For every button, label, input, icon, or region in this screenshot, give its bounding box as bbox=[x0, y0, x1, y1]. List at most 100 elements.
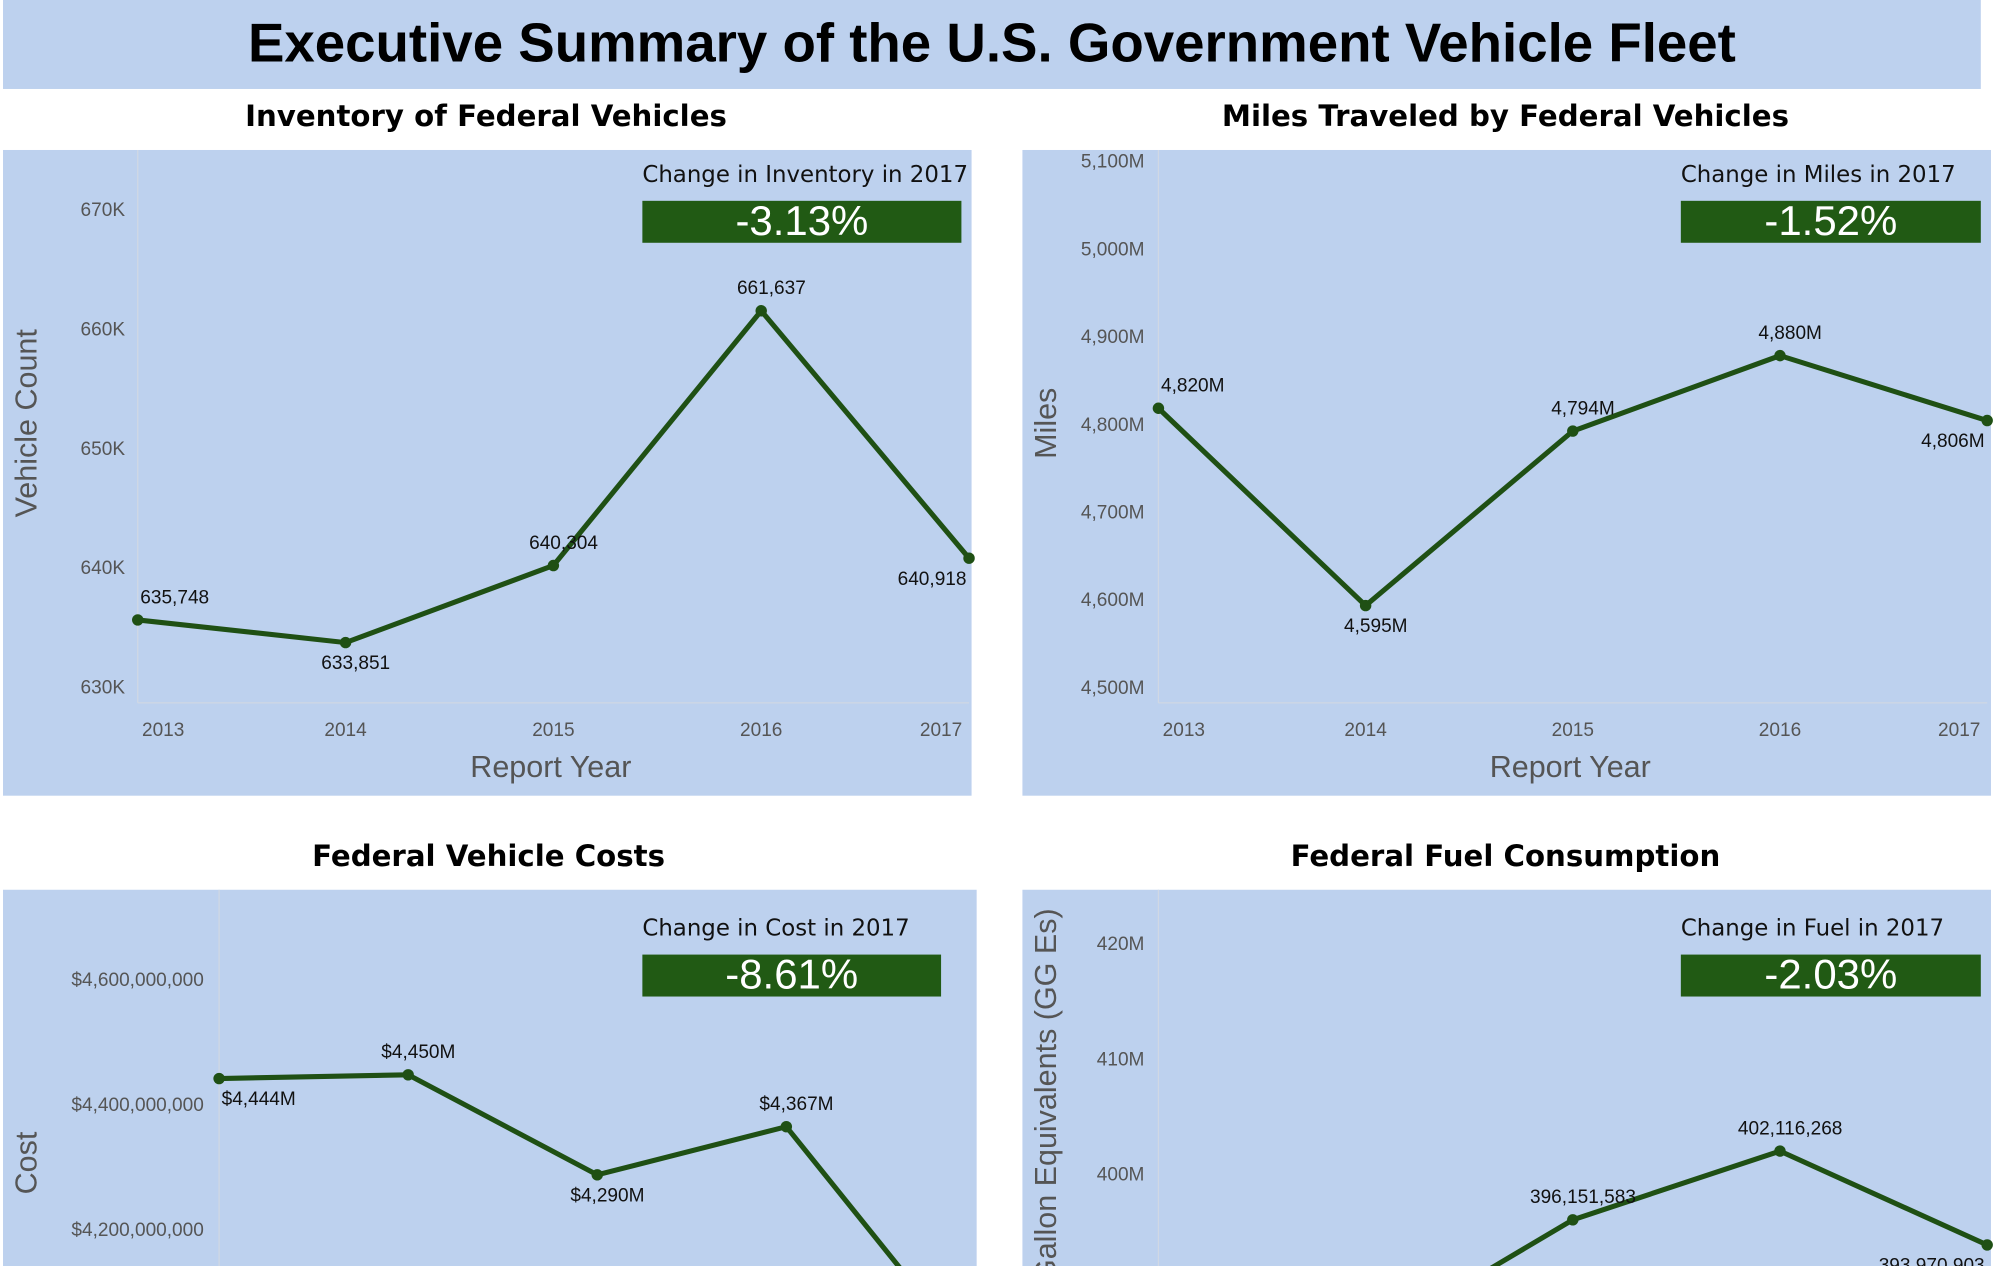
data-point bbox=[780, 1120, 793, 1133]
value-label: 4,806M bbox=[1921, 431, 1985, 452]
value-label: 396,151,583 bbox=[1530, 1187, 1636, 1208]
value-label: 635,748 bbox=[140, 587, 209, 608]
x-tick-label: 2014 bbox=[1344, 720, 1387, 741]
data-point bbox=[755, 305, 767, 317]
y-tick-label: $4,600,000,000 bbox=[71, 970, 203, 991]
value-label: $4,290M bbox=[570, 1185, 644, 1206]
y-axis-title-group: Miles bbox=[1029, 388, 1063, 459]
y-tick-label: 400M bbox=[1097, 1164, 1145, 1185]
value-label: 4,820M bbox=[1161, 376, 1225, 397]
page-title: Executive Summary of the U.S. Government… bbox=[248, 12, 1736, 73]
y-axis-title-group: Gallon Equivalents (GG Es) bbox=[1029, 908, 1063, 1266]
plot-layer: 4,820M 4,595M 4,794M 4,880M 4,806M bbox=[1152, 323, 1993, 637]
y-tick-label: 650K bbox=[81, 439, 126, 460]
y-tick-label: 4,900M bbox=[1081, 327, 1145, 348]
chart-title: Federal Fuel Consumption bbox=[1291, 839, 1721, 873]
header-band bbox=[3, 0, 1981, 89]
y-tick-label: 410M bbox=[1097, 1049, 1145, 1070]
annotation-box bbox=[642, 954, 942, 997]
annotation-value: -2.03% bbox=[1764, 951, 1897, 998]
y-tick-label: 420M bbox=[1097, 934, 1145, 955]
y-axis-title: Miles bbox=[1029, 388, 1063, 459]
chart-panel: Inventory of Federal Vehicles 630K 640K 650… bbox=[3, 99, 975, 796]
plot-layer: 396,151,583 402,116,268 393,970,903 bbox=[1489, 1119, 1993, 1266]
data-point bbox=[1774, 1145, 1786, 1157]
chart-panel: Federal Vehicle Costs $4,200,000,000 $4,40… bbox=[3, 839, 977, 1266]
plot-background bbox=[3, 889, 977, 1266]
x-tick-label: 2015 bbox=[532, 720, 574, 741]
y-tick-label: 5,100M bbox=[1081, 152, 1145, 173]
value-label: $4,444M bbox=[222, 1089, 296, 1110]
data-point bbox=[1567, 1214, 1579, 1226]
x-tick-label: 2017 bbox=[1938, 720, 1980, 741]
annotation-label: Change in Inventory in 2017 bbox=[642, 162, 968, 188]
data-point bbox=[591, 1169, 603, 1181]
data-point bbox=[1774, 349, 1786, 362]
y-axis-title: Vehicle Count bbox=[9, 329, 43, 518]
data-point bbox=[132, 614, 144, 626]
data-point bbox=[1981, 1239, 1993, 1251]
annotation-box bbox=[1680, 954, 1981, 997]
x-tick-label: 2016 bbox=[740, 720, 782, 741]
y-tick-label: 4,600M bbox=[1081, 590, 1145, 611]
annotation-label: Change in Fuel in 2017 bbox=[1681, 916, 1944, 942]
y-axis-title-group: Cost bbox=[9, 1131, 43, 1194]
value-label: 633,851 bbox=[321, 653, 390, 674]
plot-background bbox=[1022, 149, 1991, 796]
value-label: $4,450M bbox=[381, 1042, 455, 1063]
value-label: 4,595M bbox=[1344, 616, 1408, 637]
x-tick-label: 2013 bbox=[142, 720, 184, 741]
data-point bbox=[402, 1069, 414, 1081]
y-tick-label: 670K bbox=[81, 200, 126, 221]
data-point bbox=[1359, 599, 1372, 612]
chart-panel: Miles Traveled by Federal Vehicles 4,500M… bbox=[1022, 99, 1993, 796]
data-point bbox=[1567, 425, 1579, 437]
annotation-value: -8.61% bbox=[725, 951, 858, 998]
value-label: 661,637 bbox=[737, 278, 806, 299]
y-tick-label: 5,000M bbox=[1081, 239, 1145, 260]
x-tick-label: 2016 bbox=[1759, 720, 1801, 741]
y-tick-label: 4,800M bbox=[1081, 415, 1145, 436]
x-tick-label: 2017 bbox=[920, 720, 962, 741]
data-point bbox=[1152, 402, 1165, 414]
data-point bbox=[213, 1072, 225, 1085]
annotation-label: Change in Cost in 2017 bbox=[642, 916, 909, 942]
chart-title: Federal Vehicle Costs bbox=[312, 839, 665, 873]
y-tick-label: 4,700M bbox=[1081, 503, 1145, 524]
x-tick-label: 2015 bbox=[1552, 720, 1594, 741]
x-axis-title: Report Year bbox=[1490, 750, 1651, 784]
value-label: $4,367M bbox=[759, 1094, 833, 1115]
plot-layer: 635,748 633,851 640,304 661,637 640,918 bbox=[132, 278, 975, 674]
annotation-label: Change in Miles in 2017 bbox=[1681, 162, 1956, 188]
data-point bbox=[339, 636, 352, 649]
annotation-value: -3.13% bbox=[735, 197, 868, 244]
value-label: 640,304 bbox=[529, 533, 598, 554]
x-axis-title: Report Year bbox=[470, 750, 631, 784]
y-tick-label: 4,500M bbox=[1081, 678, 1145, 699]
value-label: 402,116,268 bbox=[1738, 1119, 1843, 1140]
data-line bbox=[1489, 1148, 1989, 1266]
annotation-box bbox=[642, 200, 962, 243]
y-tick-label: $4,400,000,000 bbox=[71, 1095, 203, 1116]
y-tick-label: 660K bbox=[81, 319, 126, 340]
chart-title: Inventory of Federal Vehicles bbox=[245, 99, 727, 133]
plot-background bbox=[3, 149, 972, 796]
value-label: 4,794M bbox=[1551, 398, 1615, 419]
value-label: 393,970,903 bbox=[1879, 1256, 1985, 1266]
y-axis-title: Gallon Equivalents (GG Es) bbox=[1029, 908, 1063, 1266]
x-tick-label: 2013 bbox=[1163, 720, 1205, 741]
data-point bbox=[547, 559, 560, 572]
plot-layer: $4,444M $4,450M $4,290M $4,367M bbox=[213, 1042, 902, 1266]
data-point bbox=[1981, 414, 1993, 427]
y-axis-title: Cost bbox=[9, 1131, 43, 1194]
x-tick-label: 2014 bbox=[324, 720, 367, 741]
y-tick-label: 640K bbox=[81, 558, 126, 579]
y-tick-label: $4,200,000,000 bbox=[71, 1220, 203, 1241]
y-axis-title-group: Vehicle Count bbox=[9, 329, 43, 518]
y-tick-label: 630K bbox=[81, 678, 126, 699]
chart-panel: Federal Fuel Consumption 400M 410M 420M Gall… bbox=[1022, 839, 1993, 1266]
plot-background bbox=[1022, 889, 1991, 1266]
annotation-value: -1.52% bbox=[1764, 197, 1897, 244]
annotation-box bbox=[1680, 200, 1981, 243]
